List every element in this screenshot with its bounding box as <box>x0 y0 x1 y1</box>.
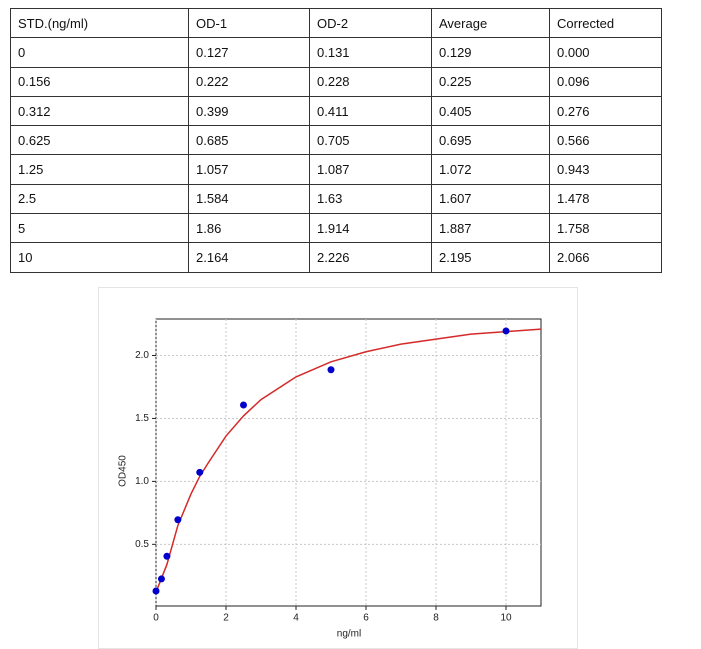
y-tick-label: 1.0 <box>135 476 149 487</box>
table-row: 1.25 1.057 1.087 1.072 0.943 <box>10 154 662 185</box>
table-cell: 0.222 <box>188 66 310 97</box>
table-cell: 0.156 <box>10 66 189 97</box>
table-cell: 2.066 <box>549 242 662 273</box>
table-cell: 0.566 <box>549 125 662 156</box>
y-tick-label: 1.5 <box>135 413 149 424</box>
table-row: 10 2.164 2.226 2.195 2.066 <box>10 242 662 273</box>
x-tick-label: 2 <box>223 613 229 624</box>
data-point <box>163 552 171 560</box>
table-cell: 0.276 <box>549 95 662 127</box>
table-cell: 0.685 <box>188 125 310 156</box>
table-cell: OD-1 <box>188 7 310 39</box>
table-cell: 1.887 <box>431 213 550 244</box>
table-cell: Average <box>431 7 550 39</box>
y-tick-label: 2.0 <box>135 350 149 361</box>
table-cell: 0.000 <box>549 37 662 68</box>
table-cell: 2.226 <box>309 242 432 273</box>
table-cell: 1.25 <box>10 154 189 185</box>
table-row: 0.312 0.399 0.411 0.405 0.276 <box>10 95 662 127</box>
table-cell: 0.127 <box>188 37 310 68</box>
table-cell: 2.195 <box>431 242 550 273</box>
data-table: STD.(ng/ml) OD-1 OD-2 Average Corrected 0 0.12… <box>10 7 662 273</box>
data-point <box>502 327 510 335</box>
table-row: 2.5 1.584 1.63 1.607 1.478 <box>10 183 662 215</box>
table-cell: 0.625 <box>10 125 189 156</box>
table-cell: OD-2 <box>309 7 432 39</box>
table-cell: 0.399 <box>188 95 310 127</box>
x-tick-label: 10 <box>500 613 512 624</box>
table-row: 0.625 0.685 0.705 0.695 0.566 <box>10 125 662 156</box>
x-tick-label: 8 <box>433 613 439 624</box>
table-cell: 1.478 <box>549 183 662 215</box>
table-cell: 1.057 <box>188 154 310 185</box>
table-cell: 0.705 <box>309 125 432 156</box>
table-cell: STD.(ng/ml) <box>10 7 189 39</box>
table-cell: 1.607 <box>431 183 550 215</box>
table-cell: 0.695 <box>431 125 550 156</box>
table-cell: 1.072 <box>431 154 550 185</box>
fit-curve <box>155 328 542 593</box>
table-row: STD.(ng/ml) OD-1 OD-2 Average Corrected <box>10 7 662 39</box>
table-cell: 0.228 <box>309 66 432 97</box>
table-cell: 1.584 <box>188 183 310 215</box>
table-row: 0.156 0.222 0.228 0.225 0.096 <box>10 66 662 97</box>
x-tick-label: 6 <box>363 613 369 624</box>
y-axis-label: OD450 <box>118 455 129 487</box>
table-cell: 0 <box>10 37 189 68</box>
data-point <box>174 516 182 524</box>
table-cell: 0.096 <box>549 66 662 97</box>
x-tick-label: 0 <box>153 613 159 624</box>
table-cell: 0.312 <box>10 95 189 127</box>
plot-area <box>155 318 542 607</box>
table-cell: 0.405 <box>431 95 550 127</box>
y-tick-label: 0.5 <box>135 539 149 550</box>
table-cell: 0.225 <box>431 66 550 97</box>
x-axis-label: ng/ml <box>337 629 361 640</box>
data-point <box>196 468 204 476</box>
chart: ng/ml OD450 0 2 4 6 8 10 0.5 1.0 1.5 2.0 <box>98 287 578 649</box>
table-cell: 1.63 <box>309 183 432 215</box>
table-cell: 1.914 <box>309 213 432 244</box>
data-point <box>327 366 335 374</box>
table-cell: 0.411 <box>309 95 432 127</box>
table-cell: 1.86 <box>188 213 310 244</box>
table-cell: 0.131 <box>309 37 432 68</box>
table-cell: 0.129 <box>431 37 550 68</box>
table-cell: 0.943 <box>549 154 662 185</box>
table-cell: Corrected <box>549 7 662 39</box>
table-cell: 2.164 <box>188 242 310 273</box>
table-row: 0 0.127 0.131 0.129 0.000 <box>10 37 662 68</box>
data-point <box>240 401 247 409</box>
x-tick-label: 4 <box>293 613 299 624</box>
table-cell: 5 <box>10 213 189 244</box>
data-point <box>157 575 165 583</box>
table-row: 5 1.86 1.914 1.887 1.758 <box>10 213 662 244</box>
table-cell: 2.5 <box>10 183 189 215</box>
table-cell: 1.087 <box>309 154 432 185</box>
table-cell: 10 <box>10 242 189 273</box>
data-point <box>152 587 160 595</box>
table-cell: 1.758 <box>549 213 662 244</box>
